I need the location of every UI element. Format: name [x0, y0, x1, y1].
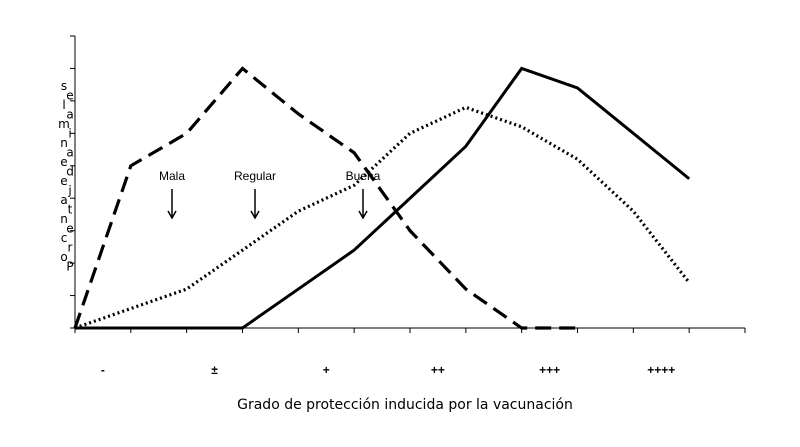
x-tick-label: ++: [431, 363, 445, 377]
chart-annotations: Mala Regular Buena: [159, 169, 381, 220]
annotation-label-mala: Mala: [159, 169, 185, 183]
series-line-mala: [73, 66, 578, 330]
annotation-arrow-icon: [250, 210, 260, 220]
annotation-label-buena: Buena: [346, 169, 381, 183]
annotation-arrow-icon: [167, 210, 177, 220]
x-tick-label: +: [323, 363, 330, 377]
x-tick-label: ±: [211, 363, 218, 377]
x-tick-label: -: [101, 363, 105, 377]
x-tick-label: ++++: [647, 363, 675, 377]
annotation-arrow-icon: [358, 210, 368, 220]
series-line-regular: [74, 105, 691, 330]
chart-series: [73, 66, 691, 330]
series-line-buena: [75, 66, 691, 330]
y-axis-label: se la m i n a e d ej at n e cr o P: [58, 79, 74, 274]
y-axis-label-text: se la m i n a e d ej at n e cr o P: [58, 79, 74, 274]
x-tick-label: +++: [539, 363, 560, 377]
annotation-label-regular: Regular: [234, 169, 276, 183]
x-axis-label: Grado de protección inducida por la vacu…: [237, 397, 573, 413]
